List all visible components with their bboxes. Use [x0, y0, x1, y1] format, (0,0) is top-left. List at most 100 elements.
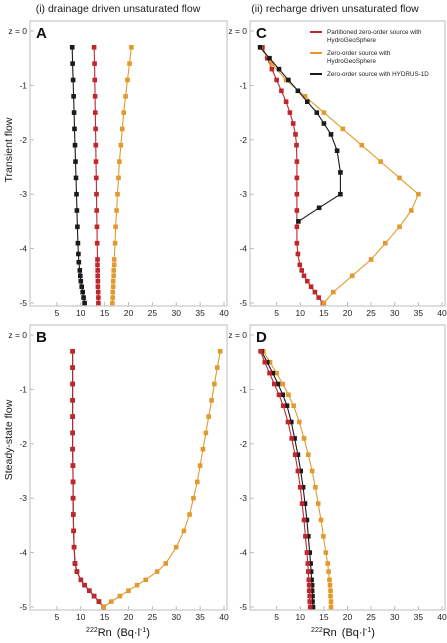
x-axis-label-left: 222Rn (Bq·l-1): [86, 627, 150, 639]
panel-b-series-orange-point: [203, 430, 209, 436]
panel-d-series-orange-point: [327, 577, 332, 583]
panel-a-series-red-point: [93, 126, 98, 132]
panel-c-series-black-point: [267, 55, 272, 61]
panel-b-series-orange-point: [109, 599, 114, 604]
panel-c-series-red-point: [294, 175, 300, 181]
x-label-right-units: (Bq·l: [342, 627, 365, 639]
panel-c-series-red-point: [312, 289, 318, 295]
panel-d-series-black-point: [300, 485, 306, 490]
panel-d-series-red-point: [307, 593, 312, 599]
panel-c-legend: Partitioned zero-order source withHydroG…: [310, 29, 429, 78]
panel-a-xtick-label: 25: [148, 308, 158, 318]
panel-a-ytick-label: z = 0: [8, 26, 27, 36]
panel-c-series-red-point: [279, 88, 284, 94]
panel-d-ytick-label: -2: [239, 439, 247, 449]
panel-d-series-orange-point: [274, 370, 279, 376]
panel-c-series-red-point: [294, 224, 300, 230]
panel-c-series-red-point: [299, 268, 304, 273]
panel-b-series-orange-point: [117, 593, 123, 599]
panel-c-series-orange-point: [397, 175, 402, 181]
x-label-left-close: ): [146, 627, 150, 639]
panel-c-series-red-point: [308, 284, 314, 289]
panel-b-ytick-label: -3: [19, 493, 27, 503]
panel-a-series-red-point: [94, 208, 99, 213]
panel-c-ytick-label: -4: [239, 244, 247, 254]
panel-b-series-red-point: [70, 349, 75, 354]
panel-a-xtick-label: 30: [172, 308, 182, 318]
legend-text-red: HydroGeoSphere: [327, 37, 377, 44]
x-label-left-exp: -1: [140, 627, 146, 634]
panel-a-series-black-point: [73, 175, 79, 181]
panel-c-series-red-point: [295, 251, 301, 257]
panel-a-series-orange-point: [117, 159, 122, 164]
panel-a-series-black-point: [75, 240, 81, 246]
panel-c-xtick-label: 35: [414, 308, 424, 318]
panel-c-series-red-point: [294, 191, 300, 197]
panel-c-xtick-label: 5: [274, 308, 279, 318]
panel-b-series-orange-point: [209, 398, 214, 403]
panel-b-xtick-label: 20: [124, 612, 134, 622]
panel-d-xtick-label: 10: [296, 612, 306, 622]
panel-d-series-red-point: [307, 599, 312, 604]
panel-c-series-black-point: [338, 170, 343, 175]
panel-c-series-red-point: [293, 132, 298, 137]
panel-a-series-black-point: [80, 289, 85, 295]
panel-a-xtick-label: 10: [76, 308, 86, 318]
panel-d-series-orange-point: [286, 392, 291, 398]
panel-c-ytick-label: z = 0: [228, 26, 247, 36]
panel-c-series-orange-point: [383, 240, 388, 246]
panel-d-series-orange-point: [323, 550, 329, 555]
panel-c-series-orange-point: [321, 110, 327, 115]
panel-c-ytick-label: -2: [239, 135, 247, 145]
panel-a-series-orange-point: [110, 295, 115, 300]
panel-a-series-red-point: [92, 61, 97, 66]
panel-c-series-orange-point: [331, 289, 336, 295]
panel-a-xtick-label: 35: [195, 308, 205, 318]
panel-d-series-red-point: [306, 588, 312, 593]
panel-a-series-red-point: [92, 77, 98, 83]
panel-d-series-black-point: [310, 593, 315, 599]
panel-a-series-orange-point: [110, 284, 116, 289]
panel-c-series-orange-point: [302, 94, 308, 99]
panel-c-series-red-point: [283, 99, 289, 104]
panel-a-series-black-point: [74, 208, 80, 213]
panel-b-series-orange-point: [195, 479, 200, 485]
panel-c-series-red-point: [274, 77, 279, 83]
panel-a-series-black-point: [71, 94, 76, 99]
panel-d-series-black-point: [304, 517, 310, 523]
panel-a-series-orange-point: [118, 142, 124, 148]
panel-a-series-black-point: [82, 300, 87, 306]
panel-b-series-orange-point: [163, 561, 168, 566]
panel-d-series-black-point: [310, 599, 315, 604]
panel-d-series-black-point: [309, 582, 315, 588]
panel-b-series-red-point: [70, 430, 75, 436]
legend-text-black: Zero-order source with HYDRUS-1D: [327, 71, 429, 78]
panel-d-series-orange-point: [328, 599, 334, 604]
panel-b-series-red-point: [70, 446, 75, 452]
panel-c-series-orange-point: [349, 273, 355, 279]
panel-d-series-red-point: [306, 569, 311, 574]
panel-a-series-orange-point: [110, 300, 115, 306]
panel-a-series-black-point: [70, 77, 76, 83]
panel-b-series-red-point: [71, 528, 76, 534]
panel-c-series-orange-point: [368, 257, 374, 262]
panel-c-series-orange-point: [321, 300, 327, 306]
panel-d-series-red-point: [306, 577, 312, 583]
panel-c-series-black-point: [314, 110, 320, 115]
panel-a-series-black-point: [73, 159, 78, 164]
panel-a-ytick-label: -3: [19, 189, 27, 199]
panel-a-series-red-point: [91, 45, 97, 50]
panel-a-series-black-point: [74, 191, 79, 197]
panel-c-series-black-point: [296, 219, 301, 224]
panel-b-series-red-point: [70, 381, 75, 387]
panel-b-series-red-point: [91, 593, 97, 599]
panel-d-series-black-point: [270, 370, 276, 376]
panel-c-series-black-point: [295, 88, 301, 94]
panel-b-series-orange-point: [206, 414, 211, 419]
legend-text-orange: Zero-order source with: [327, 50, 391, 57]
panel-a-series-orange-point: [111, 273, 116, 279]
panel-c-series-orange-point: [340, 126, 346, 132]
row-label-steady: Steady-state flow: [3, 399, 15, 480]
panel-c-xtick-label: 40: [437, 308, 447, 318]
